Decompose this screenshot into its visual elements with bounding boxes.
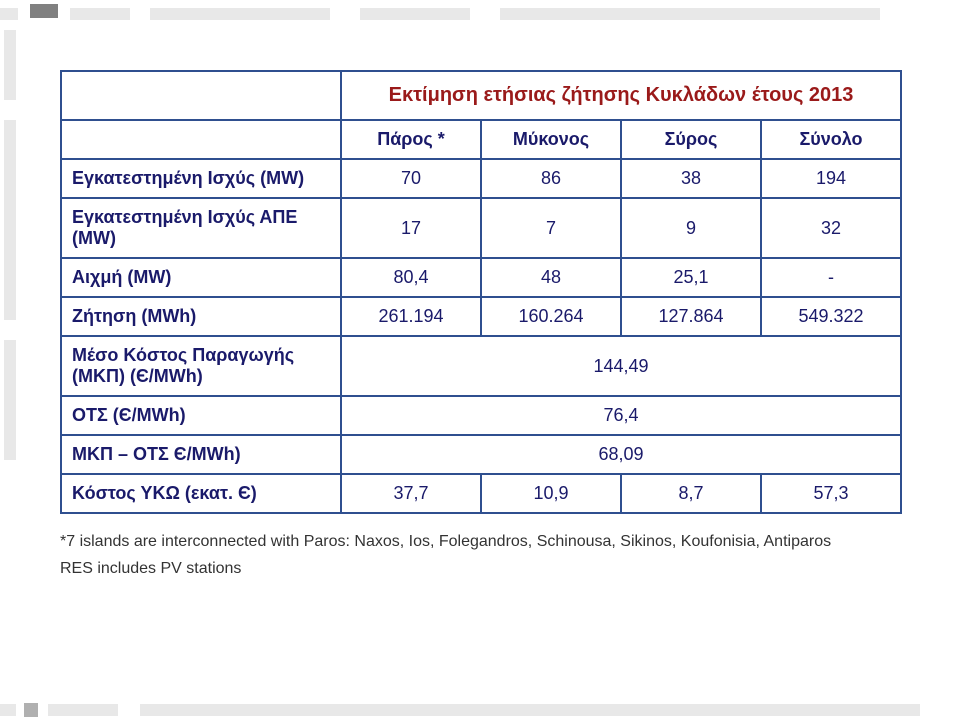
table-cell: 57,3 bbox=[761, 474, 901, 513]
data-table: Εκτίμηση ετήσιας ζήτησης Κυκλάδων έτους … bbox=[60, 70, 902, 514]
table-title: Εκτίμηση ετήσιας ζήτησης Κυκλάδων έτους … bbox=[341, 71, 901, 120]
row-label: Εγκατεστημένη Ισχύς ΑΠΕ (MW) bbox=[61, 198, 341, 258]
row-label: ΜΚΠ – ΟΤΣ Є/MWh) bbox=[61, 435, 341, 474]
table-cell: 32 bbox=[761, 198, 901, 258]
top-decoration bbox=[0, 0, 960, 24]
column-header: Σύρος bbox=[621, 120, 761, 159]
table-cell: - bbox=[761, 258, 901, 297]
row-label: Κόστος ΥΚΩ (εκατ. Є) bbox=[61, 474, 341, 513]
table-cell: 9 bbox=[621, 198, 761, 258]
table-cell: 80,4 bbox=[341, 258, 481, 297]
title-blank-cell bbox=[61, 71, 341, 120]
table-cell: 70 bbox=[341, 159, 481, 198]
table-cell: 261.194 bbox=[341, 297, 481, 336]
table-cell: 549.322 bbox=[761, 297, 901, 336]
column-header: Πάρος * bbox=[341, 120, 481, 159]
row-label: Μέσο Κόστος Παραγωγής (ΜΚΠ) (Є/MWh) bbox=[61, 336, 341, 396]
row-label: Αιχμή (MW) bbox=[61, 258, 341, 297]
table-cell: 38 bbox=[621, 159, 761, 198]
footnote-line: RES includes PV stations bbox=[60, 555, 900, 582]
table-cell: 160.264 bbox=[481, 297, 621, 336]
footnote-line: *7 islands are interconnected with Paros… bbox=[60, 528, 900, 555]
column-header: Μύκονος bbox=[481, 120, 621, 159]
table-cell: 7 bbox=[481, 198, 621, 258]
footnotes: *7 islands are interconnected with Paros… bbox=[60, 528, 900, 582]
table-cell: 48 bbox=[481, 258, 621, 297]
merged-cell: 76,4 bbox=[341, 396, 901, 435]
row-label: Ζήτηση (MWh) bbox=[61, 297, 341, 336]
table-cell: 37,7 bbox=[341, 474, 481, 513]
table-cell: 10,9 bbox=[481, 474, 621, 513]
page-content: Εκτίμηση ετήσιας ζήτησης Κυκλάδων έτους … bbox=[60, 70, 900, 582]
table-cell: 8,7 bbox=[621, 474, 761, 513]
table-cell: 194 bbox=[761, 159, 901, 198]
table-cell: 86 bbox=[481, 159, 621, 198]
merged-cell: 68,09 bbox=[341, 435, 901, 474]
table-cell: 17 bbox=[341, 198, 481, 258]
row-label: ΟΤΣ (Є/MWh) bbox=[61, 396, 341, 435]
bottom-decoration bbox=[0, 700, 960, 720]
header-blank-cell bbox=[61, 120, 341, 159]
table-cell: 127.864 bbox=[621, 297, 761, 336]
row-label: Εγκατεστημένη Ισχύς (MW) bbox=[61, 159, 341, 198]
merged-cell: 144,49 bbox=[341, 336, 901, 396]
left-decoration bbox=[0, 0, 20, 720]
column-header: Σύνολο bbox=[761, 120, 901, 159]
table-cell: 25,1 bbox=[621, 258, 761, 297]
